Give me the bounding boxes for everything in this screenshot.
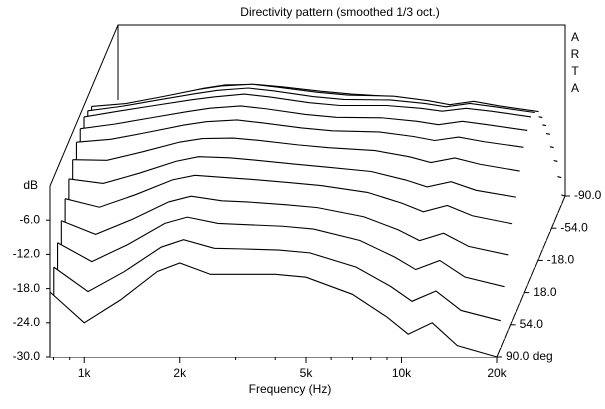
x-axis-label: Frequency (Hz) [249, 382, 332, 396]
curve [49, 262, 498, 358]
curve [68, 156, 516, 198]
z-tick-label: 18.0 [533, 285, 557, 299]
curve [72, 137, 520, 172]
curve [53, 239, 501, 322]
x-tick-label: 2k [173, 366, 187, 380]
z-tick-label: -90.0 [574, 188, 602, 202]
y-tick-label: -6.0 [19, 212, 40, 226]
y-tick-label: -30.0 [13, 349, 41, 363]
curve [87, 87, 535, 114]
z-tick-label: 90.0 deg [506, 349, 553, 363]
curve [76, 119, 524, 148]
z-tick-label: 54.0 [520, 317, 544, 331]
curve [80, 105, 528, 131]
curve [57, 216, 505, 288]
curve [61, 195, 509, 256]
y-tick-label: -12.0 [13, 247, 41, 261]
x-tick-label: 20k [487, 366, 507, 380]
x-tick-label: 5k [300, 366, 314, 380]
curve [64, 174, 513, 225]
z-tick-label: -18.0 [547, 253, 575, 267]
frame [49, 24, 566, 196]
y-tick-label: -24.0 [13, 315, 41, 329]
curve-mask [50, 262, 497, 357]
x-tick-label: 1k [78, 366, 92, 380]
y-tick-label: -18.0 [13, 281, 41, 295]
y-axis-label: dB [23, 178, 38, 192]
chart-title: Directivity pattern (smoothed 1/3 oct.) [240, 5, 439, 19]
brand: ARTA [568, 30, 582, 98]
curve [91, 83, 539, 113]
z-tick-label: -54.0 [560, 220, 588, 234]
curve [83, 93, 532, 118]
x-tick-label: 10k [392, 366, 412, 380]
